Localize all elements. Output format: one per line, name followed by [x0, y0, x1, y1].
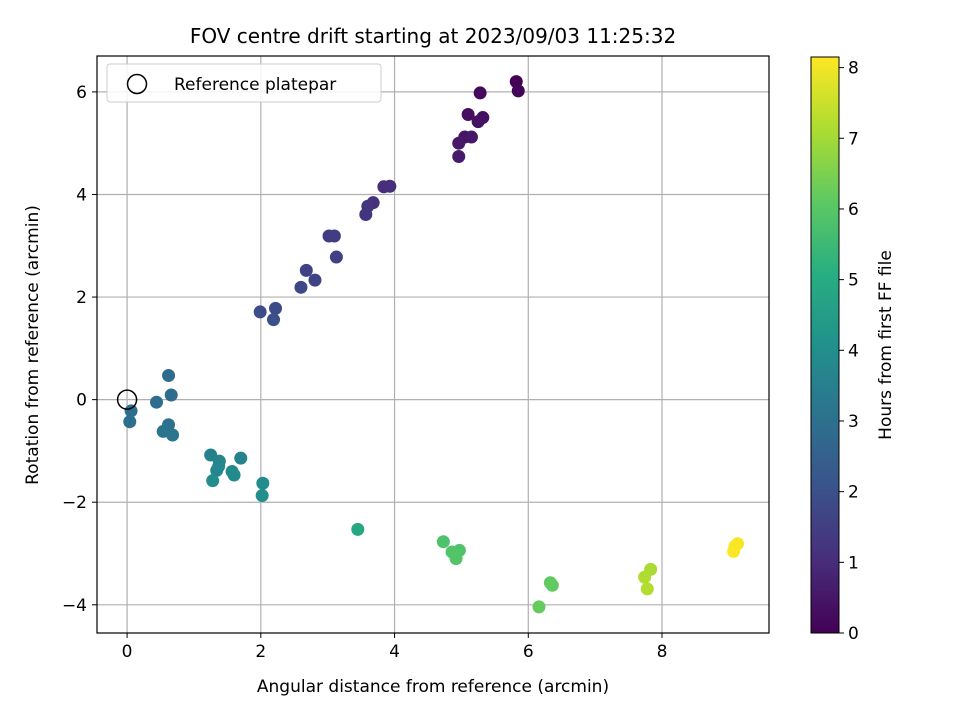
- data-point: [471, 115, 485, 129]
- colorbar-tick-label: 7: [848, 129, 859, 149]
- data-point: [452, 136, 466, 150]
- data-point: [532, 600, 546, 614]
- data-point: [294, 280, 308, 294]
- data-point: [464, 130, 478, 144]
- x-axis-ticks: 0 2 4 6 8: [122, 633, 668, 662]
- colorbar-tick-label: 2: [848, 483, 859, 503]
- x-tick-label: 6: [523, 642, 534, 662]
- plot-frame: [96, 55, 770, 634]
- colorbar-tick-label: 1: [848, 553, 859, 573]
- x-tick-label: 0: [122, 642, 133, 662]
- data-point: [308, 273, 322, 287]
- data-point: [329, 250, 343, 264]
- data-point: [253, 305, 267, 319]
- data-point: [124, 404, 138, 418]
- data-points: [123, 75, 745, 614]
- data-point: [545, 578, 559, 592]
- data-point: [162, 369, 176, 383]
- data-point: [327, 229, 341, 243]
- legend-box: [106, 63, 382, 103]
- data-point: [351, 522, 365, 536]
- data-point: [269, 301, 283, 315]
- data-point: [256, 476, 270, 490]
- colorbar-gradient: [810, 56, 840, 634]
- colorbar-label: Hours from first FF file: [876, 250, 896, 440]
- y-tick-label: 0: [76, 391, 87, 411]
- data-point: [255, 489, 269, 503]
- x-tick-label: 2: [255, 642, 266, 662]
- data-point: [359, 207, 373, 221]
- legend-marker-reference: [126, 73, 148, 95]
- y-tick-label: −4: [62, 596, 87, 616]
- data-point: [452, 150, 466, 164]
- data-point: [150, 395, 164, 409]
- data-point: [638, 570, 652, 584]
- data-point: [436, 535, 450, 549]
- y-axis-ticks: −4 −2 0 2 4 6: [62, 83, 97, 616]
- x-tick-label: 8: [657, 642, 668, 662]
- colorbar: 0 1 2 3 4 5 6 7 8 Hours from first FF file: [810, 56, 896, 644]
- data-point: [511, 84, 525, 98]
- data-point: [640, 582, 654, 596]
- data-point: [299, 263, 313, 277]
- data-point: [210, 463, 224, 477]
- y-tick-label: 4: [76, 185, 87, 205]
- data-point: [123, 415, 137, 429]
- data-point: [166, 428, 180, 442]
- y-axis-label: Rotation from reference (arcmin): [23, 205, 43, 485]
- grid-lines: [97, 56, 769, 633]
- legend: Reference platepar: [106, 63, 382, 103]
- data-point: [383, 179, 397, 193]
- data-point: [727, 544, 741, 558]
- y-tick-label: 6: [76, 83, 87, 103]
- data-point: [234, 451, 248, 465]
- data-point: [267, 313, 281, 327]
- data-point: [449, 552, 463, 566]
- y-tick-label: 2: [76, 288, 87, 308]
- colorbar-tick-label: 8: [848, 59, 859, 79]
- data-point: [164, 388, 178, 402]
- colorbar-tick-label: 5: [848, 271, 859, 291]
- colorbar-tick-label: 4: [848, 341, 859, 361]
- x-axis-label: Angular distance from reference (arcmin): [257, 677, 609, 697]
- data-point: [206, 474, 220, 488]
- reference-platepar-marker: [116, 389, 138, 410]
- colorbar-tick-label: 6: [848, 200, 859, 220]
- y-tick-label: −2: [62, 493, 87, 513]
- data-point: [461, 107, 475, 121]
- x-tick-label: 4: [389, 642, 400, 662]
- colorbar-ticks: 0 1 2 3 4 5 6 7 8: [839, 59, 859, 644]
- colorbar-tick-label: 3: [848, 412, 859, 432]
- data-point: [473, 86, 487, 100]
- legend-label-reference: Reference platepar: [174, 75, 336, 95]
- chart-title: FOV centre drift starting at 2023/09/03 …: [190, 24, 676, 48]
- data-point: [227, 468, 241, 482]
- colorbar-tick-label: 0: [848, 624, 859, 644]
